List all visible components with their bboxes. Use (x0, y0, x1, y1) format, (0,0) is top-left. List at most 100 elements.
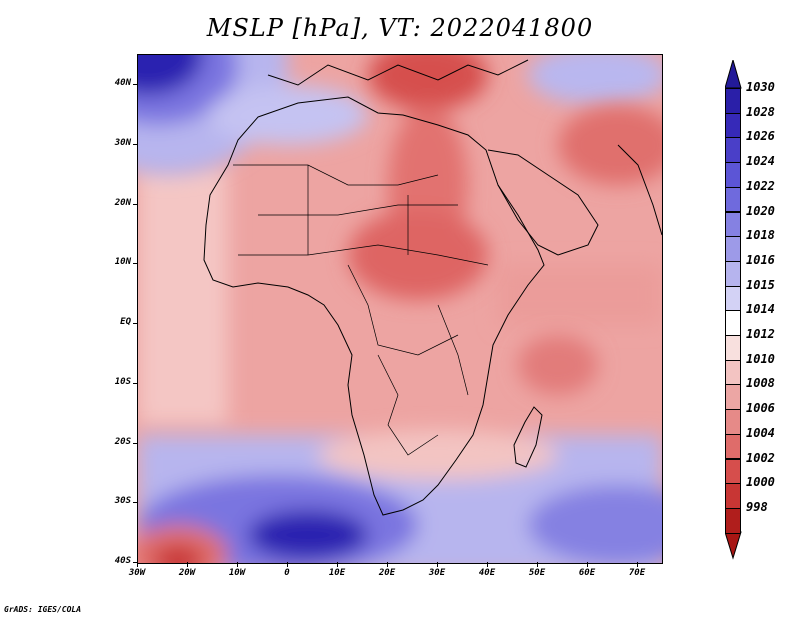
colorbar-swatch (725, 260, 741, 287)
central-asia-high (528, 55, 662, 105)
colorbar-label: 1010 (746, 351, 775, 366)
arabia-outline (487, 149, 599, 256)
lat-label-10n: 10N (114, 257, 131, 268)
lon-tick (637, 562, 638, 567)
plot-title: MSLP [hPa], VT: 2022041800 (206, 14, 594, 42)
lat-tick (133, 562, 138, 563)
colorbar-swatch (725, 507, 741, 534)
lon-tick (487, 562, 488, 567)
atlantic-band (138, 165, 228, 425)
colorbar-label: 1024 (746, 154, 775, 169)
north-africa-high (208, 85, 368, 145)
lon-tick (337, 562, 338, 567)
colorbar-label: 1012 (746, 327, 775, 341)
colorbar-swatch (725, 310, 741, 336)
south-atlantic-high-core (248, 510, 368, 560)
south-africa-ridge (318, 430, 558, 480)
lat-label-eq: EQ (120, 317, 131, 327)
colorbar-swatch (725, 359, 741, 386)
lon-tick (237, 562, 238, 567)
middle-east-low (558, 105, 662, 185)
lon-label-10e: 10E (328, 568, 346, 578)
colorbar-swatch (725, 335, 741, 361)
colorbar-swatch (725, 409, 741, 435)
map-panel (137, 54, 663, 564)
south-indian-high (528, 485, 662, 563)
lon-tick (587, 562, 588, 567)
lat-label-40s: 40S (114, 556, 131, 566)
lat-label-30s: 30S (114, 496, 131, 507)
lat-tick (133, 143, 138, 145)
colorbar-label: 1028 (746, 104, 775, 119)
colorbar-swatch (725, 433, 741, 460)
colorbar-swatch (725, 458, 741, 485)
colorbar-label: 1002 (746, 450, 775, 465)
med-low (368, 55, 488, 110)
colorbar-label: 998 (746, 499, 768, 514)
colorbar-label: 1000 (746, 475, 775, 490)
lat-tick (133, 84, 138, 85)
lat-label-30n: 30N (114, 137, 131, 148)
madagascar-low (518, 335, 598, 395)
colorbar-swatch (725, 186, 741, 213)
europe-outline (267, 59, 529, 86)
lon-label-0: 0 (284, 568, 290, 578)
colorbar-swatch (725, 285, 741, 312)
colorbar-swatch (725, 384, 741, 411)
north-atlantic-high-core (138, 55, 203, 95)
colorbar-top-arrow (725, 60, 742, 89)
madagascar-outline (513, 406, 543, 468)
colorbar-label: 1026 (746, 129, 775, 144)
colorbar-swatch (725, 211, 741, 238)
lon-label-70e: 70E (628, 568, 646, 578)
lat-label-20s: 20S (114, 436, 131, 447)
lat-tick (133, 442, 138, 444)
colorbar-label: 1018 (746, 228, 775, 243)
sahel-low (348, 210, 488, 300)
colorbar-swatch (725, 112, 741, 139)
lon-tick (287, 562, 288, 567)
colorbar-label: 1008 (746, 376, 775, 391)
lat-label-20n: 20N (114, 197, 131, 208)
pressure-field (138, 55, 662, 563)
lat-tick (133, 263, 138, 265)
colorbar-label: 1030 (746, 80, 775, 94)
africa-coastline (203, 96, 545, 516)
lon-label-30w: 30W (128, 568, 146, 578)
colorbar-label: 1020 (746, 203, 775, 218)
lon-tick (187, 562, 188, 567)
lat-tick (133, 203, 138, 205)
country-borders (233, 164, 489, 456)
lat-tick (133, 323, 138, 324)
lon-tick (537, 562, 538, 567)
colorbar-swatch (725, 162, 741, 188)
india-outline (617, 144, 662, 236)
colorbar-bottom-arrow (725, 531, 742, 560)
lat-tick (133, 502, 138, 504)
lon-label-20e: 20E (378, 568, 396, 578)
credit-label: GrADS: IGES/COLA (4, 605, 82, 614)
colorbar-label: 1014 (746, 302, 775, 317)
lon-tick (437, 562, 438, 567)
lon-label-30e: 30E (428, 568, 446, 578)
lon-label-50e: 50E (528, 568, 546, 578)
colorbar-label: 1016 (746, 252, 775, 267)
colorbar-label: 1006 (746, 401, 775, 416)
colorbar: 1030 1028 1026 1024 1022 1020 1018 1016 1015 1014… (725, 60, 800, 560)
colorbar-label: 1022 (746, 178, 775, 193)
lon-label-20w: 20W (178, 568, 196, 578)
lat-tick (133, 382, 138, 384)
colorbar-swatch (725, 88, 741, 114)
lon-label-10w: 10W (228, 568, 246, 578)
lat-label-10s: 10S (114, 376, 131, 387)
lon-tick (387, 562, 388, 567)
colorbar-swatch (725, 483, 741, 509)
indian-ocean-band (498, 265, 662, 325)
lon-label-40e: 40E (478, 568, 496, 578)
colorbar-label: 1004 (746, 425, 775, 440)
southwest-low-core (153, 545, 203, 563)
colorbar-label: 1015 (746, 277, 775, 292)
lat-label-40n: 40N (114, 78, 131, 88)
colorbar-swatch (725, 137, 741, 164)
lon-label-60e: 60E (578, 568, 596, 578)
